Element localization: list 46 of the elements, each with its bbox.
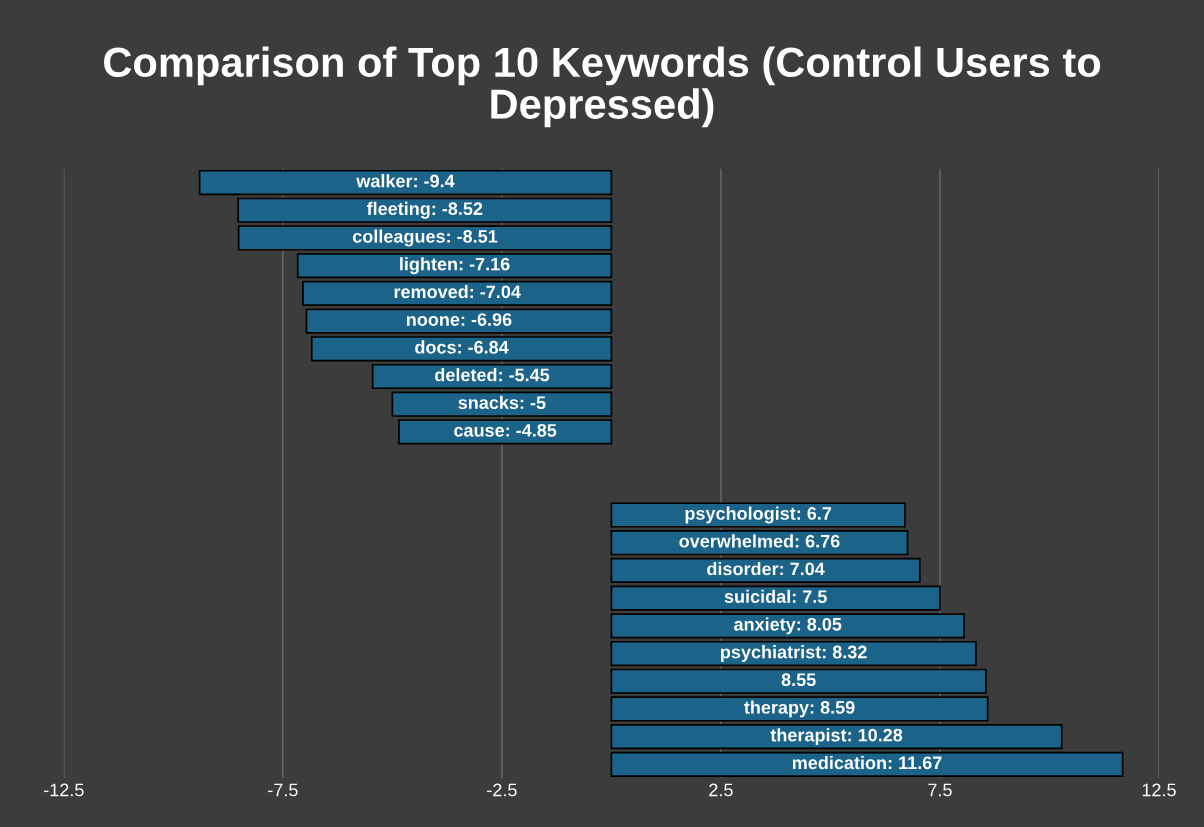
bar [610,640,977,667]
bar [610,557,921,584]
bar [610,668,987,694]
data-label: 8.55 [781,673,816,687]
data-label: walker: -9.4 [356,174,455,188]
data-label: docs: -6.84 [415,340,509,354]
data-label: snacks: -5 [458,395,546,410]
data-label: colleagues: -8.51 [352,229,498,247]
bar [610,613,965,639]
data-label: medication: 11.67 [792,755,942,770]
bar [237,197,613,223]
data-label: lighten: -7.16 [400,257,510,275]
bar [610,751,1124,777]
bar [296,253,613,279]
bar [398,419,613,445]
data-label: overwhelmed: 6.76 [679,534,840,548]
bar [305,308,613,334]
bar [610,502,906,528]
data-label: psychiatrist: 8.32 [721,645,867,662]
bar [610,724,1063,750]
x-tick-label: 2.5 [709,783,733,797]
bar [391,391,613,417]
x-tick-label: -2.5 [487,783,517,797]
bar [610,696,989,722]
data-label: therapy: 8.59 [744,700,855,718]
chart-title: Comparison of Top 10 Keywords (Control Users to Depressed) [104,46,1101,128]
x-tick-label: 12.5 [1142,783,1176,797]
data-label: fleeting: -8.52 [366,201,483,219]
bar [302,280,613,306]
data-label: anxiety: 8.05 [734,617,842,635]
x-tick-label: 7.5 [928,783,952,797]
data-label: noone: -6.96 [406,313,512,326]
data-label: therapist: 10.28 [770,728,903,746]
data-label: deleted: -5.45 [435,368,550,382]
data-label: removed: -7.04 [394,284,521,299]
data-label: suicidal: 7.5 [724,589,827,603]
bar [610,585,941,611]
bar [310,336,613,362]
data-label: psychologist: 6.7 [685,506,832,524]
bar [198,169,613,196]
bar [237,225,613,251]
data-label: cause: -4.85 [454,423,557,437]
bar [371,363,613,390]
x-tick-label: -12.5 [44,783,84,797]
x-tick-label: -7.5 [268,783,298,797]
data-label: disorder: 7.04 [707,562,825,576]
